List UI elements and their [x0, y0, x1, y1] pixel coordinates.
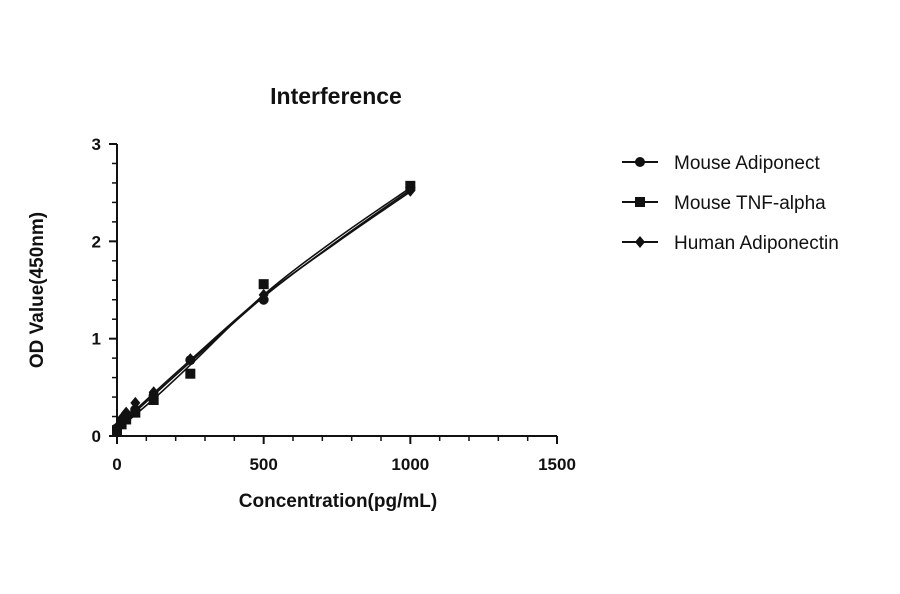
x-axis-title: Concentration(pg/mL): [239, 491, 437, 512]
legend-marker: [635, 197, 645, 207]
data-point-series-2: [185, 368, 196, 379]
legend-marker: [635, 236, 645, 248]
data-point-series-3: [148, 386, 159, 399]
data-point-series-3: [112, 421, 122, 434]
y-axis-title: OD Value(450nm): [27, 212, 48, 368]
data-point-series-3: [258, 288, 269, 301]
data-point-series-3: [405, 184, 416, 197]
legend-marker: [635, 157, 645, 167]
y-tick-label: 0: [92, 427, 101, 446]
fit-curve-series-2: [116, 187, 411, 431]
x-tick-label: 1500: [538, 455, 576, 474]
data-point-series-3: [185, 353, 196, 366]
legend: Mouse Adiponect Mouse TNF-alpha Human Adip…: [622, 153, 839, 254]
legend-label: Human Adiponectin: [674, 233, 839, 254]
data-point-series-3: [130, 396, 141, 409]
y-tick-label: 3: [92, 135, 101, 154]
chart-title: Interference: [270, 83, 402, 109]
plot-area: 0 500 1000 1500 0 1 2 3: [92, 135, 576, 474]
x-tick-label: 1000: [391, 455, 429, 474]
x-tick-label: 0: [112, 455, 121, 474]
data-point-series-2: [121, 414, 132, 425]
data-point-series-2: [258, 279, 269, 290]
y-tick-label: 2: [92, 232, 101, 251]
legend-label: Mouse Adiponect: [674, 153, 820, 174]
y-tick-label: 1: [92, 330, 101, 349]
data-point-series-2: [148, 394, 159, 405]
legend-label: Mouse TNF-alpha: [674, 193, 826, 214]
x-tick-label: 500: [249, 455, 277, 474]
data-point-series-2: [130, 407, 141, 418]
data-point-series-3: [121, 406, 132, 419]
